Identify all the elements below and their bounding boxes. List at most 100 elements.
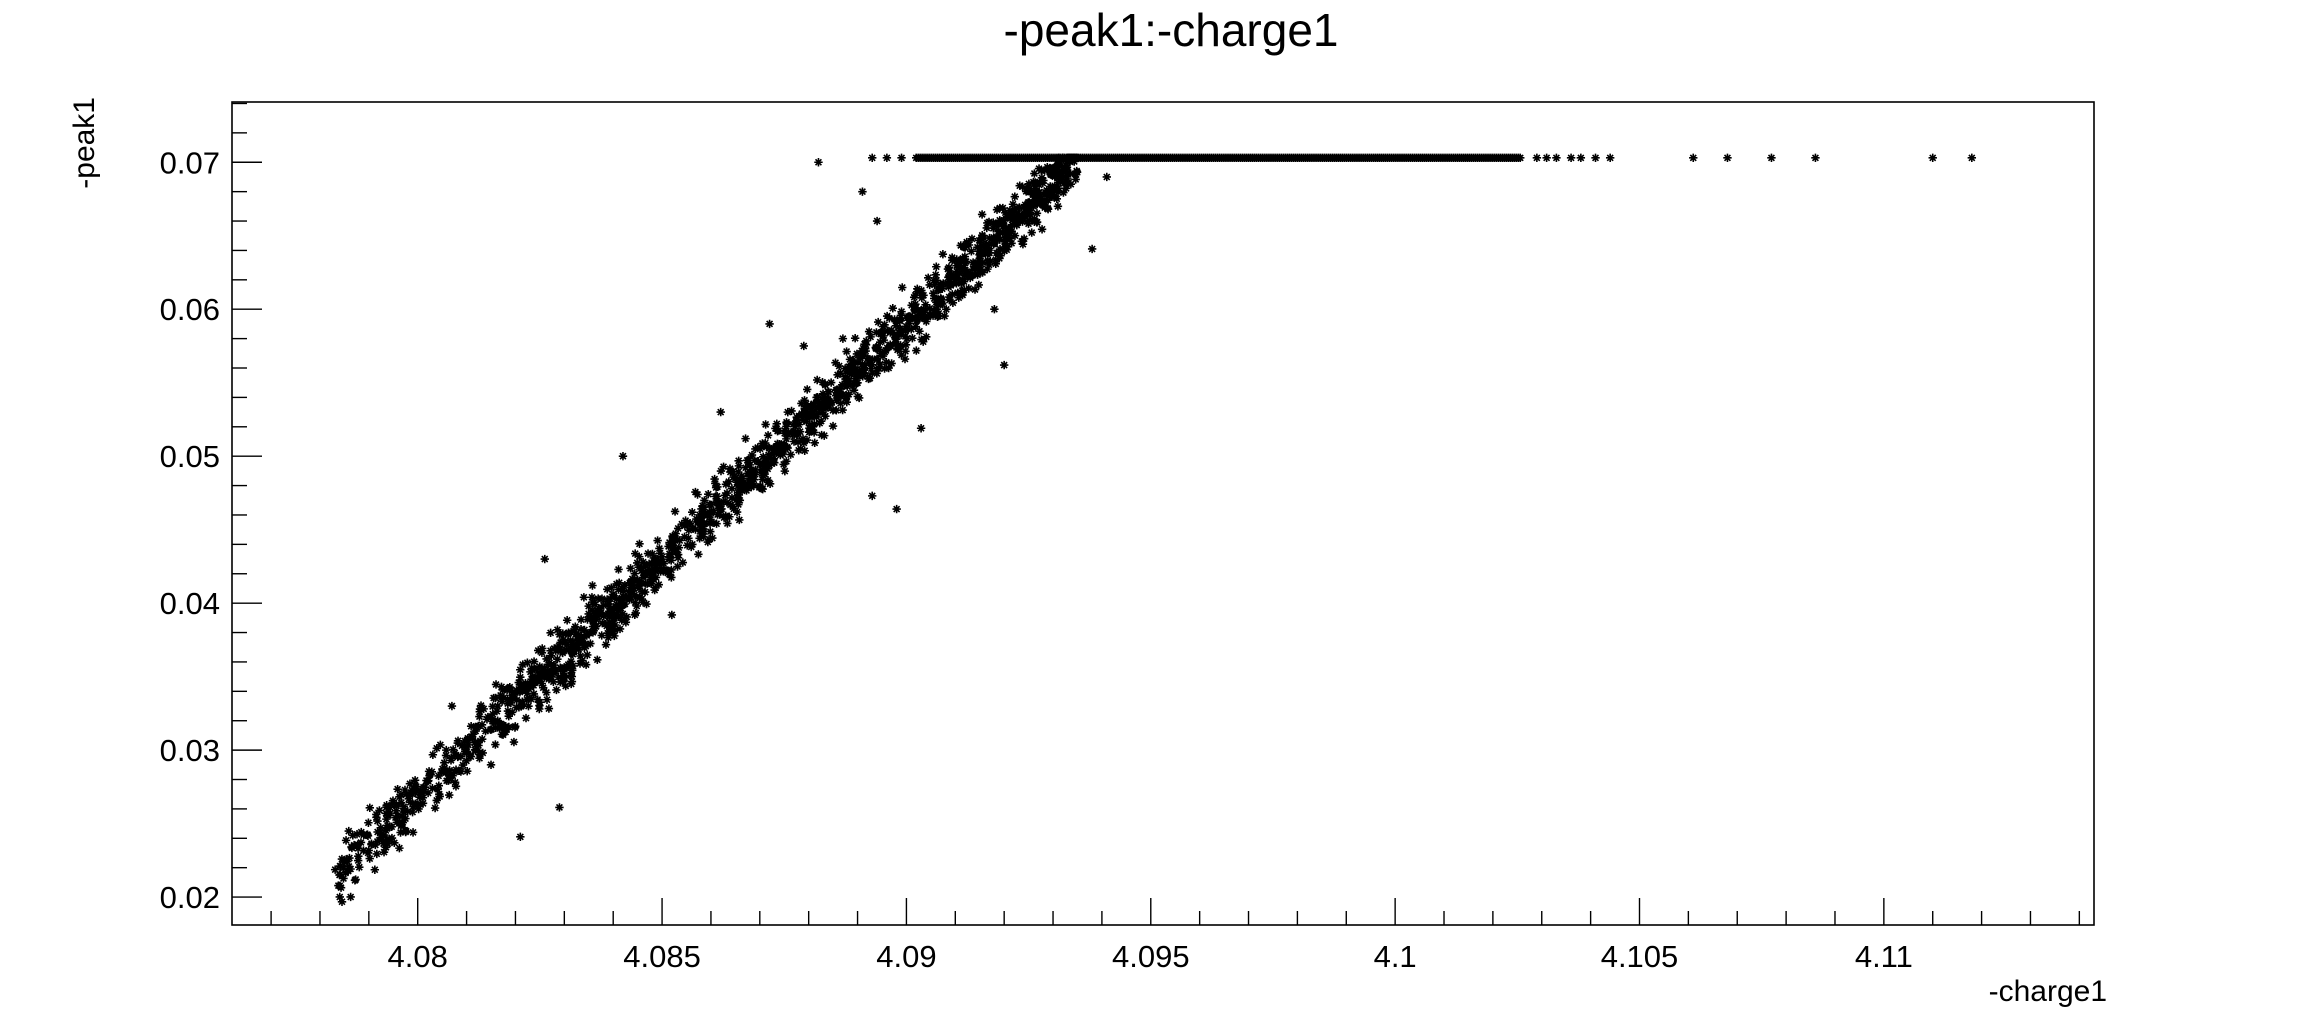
data-point [542, 695, 552, 704]
data-point [426, 770, 435, 779]
data-point [383, 821, 392, 830]
data-point [853, 368, 863, 378]
data-point [566, 657, 576, 666]
data-point [972, 258, 982, 267]
data-point [503, 706, 513, 716]
data-point [446, 753, 456, 763]
data-point [381, 809, 391, 818]
data-point [594, 604, 603, 613]
data-point [514, 678, 523, 687]
data-point [984, 260, 994, 270]
data-point [402, 790, 411, 799]
data-point [1039, 201, 1048, 210]
data-point [895, 316, 904, 326]
data-point [646, 579, 656, 589]
data-point [1928, 153, 1937, 163]
data-point [410, 781, 419, 791]
data-point [571, 641, 581, 650]
data-point [466, 722, 476, 731]
data-point [656, 567, 665, 576]
data-point [587, 593, 597, 602]
data-point [568, 661, 578, 671]
data-point [370, 865, 380, 874]
data-point [382, 814, 391, 824]
data-point [918, 337, 928, 346]
data-point [699, 527, 709, 536]
data-point [734, 456, 743, 465]
data-point [922, 317, 931, 326]
data-point [559, 667, 568, 676]
data-point [1018, 239, 1028, 249]
data-point [474, 721, 483, 731]
data-point [1062, 164, 1071, 173]
data-point [564, 628, 573, 637]
data-point [711, 483, 721, 492]
data-point [440, 764, 449, 773]
data-point [460, 746, 470, 756]
data-point [416, 800, 425, 809]
data-point [684, 534, 693, 543]
data-point [583, 650, 592, 660]
data-point [732, 507, 742, 517]
data-point [765, 444, 774, 453]
data-point [465, 751, 475, 761]
data-point [392, 801, 401, 811]
data-point [885, 314, 894, 323]
data-point [893, 345, 902, 355]
data-point [671, 529, 680, 538]
plot-area-border [231, 101, 2095, 926]
data-point [603, 611, 612, 620]
data-point [432, 744, 441, 753]
data-point [848, 359, 858, 369]
data-point [1032, 179, 1042, 188]
data-point [587, 606, 597, 615]
data-point [918, 310, 927, 319]
data-point [530, 664, 540, 674]
data-point [993, 233, 1002, 242]
data-point [630, 569, 639, 578]
data-point [879, 335, 888, 345]
data-point [522, 680, 532, 690]
data-point [339, 863, 348, 873]
data-point [758, 460, 768, 469]
data-point [599, 601, 608, 610]
data-point [891, 333, 900, 342]
data-point [379, 847, 389, 857]
data-point [566, 644, 575, 653]
data-point [815, 418, 824, 428]
data-point [821, 404, 831, 413]
data-point [477, 720, 487, 729]
data-point [396, 828, 405, 837]
data-point [553, 625, 562, 634]
data-point [351, 875, 360, 884]
data-point [556, 663, 565, 672]
data-point [853, 392, 862, 401]
data-point [628, 583, 638, 592]
data-point [924, 273, 933, 282]
x-tick-label: 4.11 [1855, 939, 1913, 974]
y-tick-label: 0.06 [160, 292, 220, 327]
plot-frame [231, 101, 2095, 926]
data-point [335, 861, 345, 871]
data-point [456, 752, 466, 761]
data-point [872, 328, 881, 337]
data-point [486, 725, 495, 734]
data-point [496, 693, 506, 703]
data-point [921, 300, 930, 309]
data-point [488, 709, 498, 719]
data-point [784, 428, 793, 437]
data-point [884, 363, 893, 373]
data-point [566, 679, 576, 689]
data-point [424, 767, 434, 776]
data-point [423, 788, 433, 798]
data-point [505, 682, 514, 692]
data-point [624, 587, 633, 596]
data-point [677, 519, 687, 529]
data-point [688, 540, 697, 549]
data-point [1053, 187, 1063, 197]
data-point [1006, 214, 1015, 223]
data-point [915, 327, 924, 336]
x-tick-label: 4.095 [1112, 939, 1190, 974]
data-point [640, 587, 650, 597]
data-point [792, 430, 802, 440]
